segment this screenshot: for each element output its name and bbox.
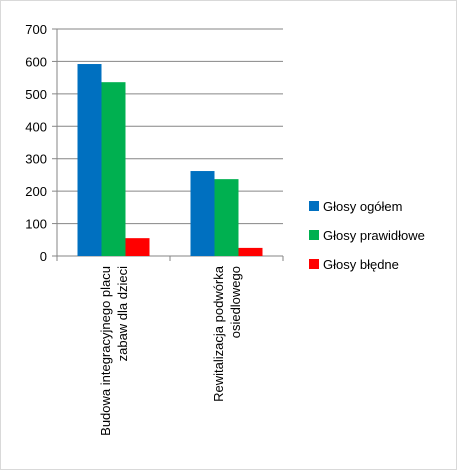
y-tick-label: 500	[25, 87, 47, 102]
x-category-label: Rewitalizacja podwórka	[211, 265, 226, 402]
legend-swatch	[309, 230, 319, 240]
bars	[77, 64, 263, 256]
bar	[238, 247, 263, 256]
legend-label: Głosy ogółem	[323, 199, 402, 214]
legend-label: Głosy prawidłowe	[323, 228, 425, 243]
bar	[101, 82, 126, 256]
x-category-label: osiedlowego	[228, 266, 243, 338]
y-tick-label: 100	[25, 217, 47, 232]
tick-labels: 0 100 200 300 400 500 600 700 Budowa integracyjn…	[25, 22, 243, 436]
y-tick-label: 400	[25, 119, 47, 134]
bar	[77, 64, 102, 256]
legend-label: Głosy błędne	[323, 257, 399, 272]
x-category-label: zabaw dla dzieci	[115, 266, 130, 361]
bar	[214, 179, 239, 256]
y-tick-label: 600	[25, 54, 47, 69]
legend: Głosy ogółem Głosy prawidłowe Głosy błędne	[309, 199, 425, 272]
bar	[125, 238, 150, 256]
bar	[190, 171, 215, 256]
y-tick-label: 700	[25, 22, 47, 37]
y-tick-label: 300	[25, 152, 47, 167]
legend-swatch	[309, 201, 319, 211]
y-tick-label: 0	[40, 249, 47, 264]
y-tick-label: 200	[25, 184, 47, 199]
x-category-label: Budowa integracyjnego placu	[98, 266, 113, 436]
legend-swatch	[309, 259, 319, 269]
